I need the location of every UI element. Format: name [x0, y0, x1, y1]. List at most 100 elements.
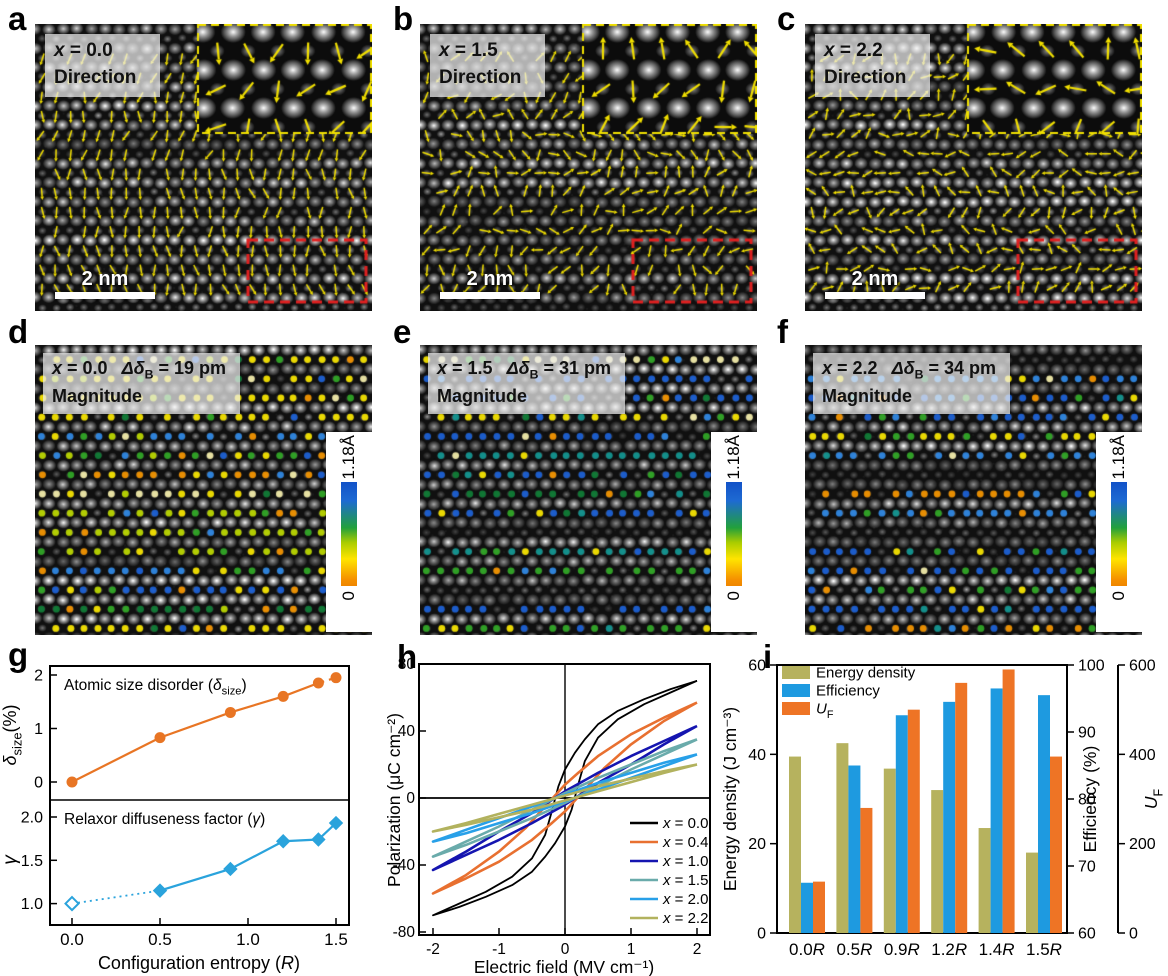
panel-e-label-box: x = 1.5 ΔδB = 31 pm Magnitude — [428, 353, 626, 414]
panel-h-chart: -2 -1 0 1 2 -80 -40 0 40 80 x = 0.0 x = 0.4 x = 1.0 x… — [384, 640, 780, 976]
h-ytick: -80 — [393, 924, 416, 941]
i-bar-uf — [955, 682, 968, 933]
i-category-label: 1.4R — [979, 940, 1015, 959]
i-legend-label: Efficiency — [816, 683, 880, 700]
i-bar-uf — [1002, 669, 1015, 933]
h-ytick: 40 — [398, 723, 416, 740]
h-ytick: -40 — [393, 857, 416, 874]
panel-i-chart: 0 20 40 60 60 70 80 90 100 0 200 400 600 Energy densi… — [720, 640, 1168, 976]
i-bar-energy-density — [883, 768, 896, 933]
panel-letter-e: e — [393, 313, 412, 350]
colorbar-min-label: 0 — [339, 591, 358, 601]
panel-e-colorbar: 1.18Å 0 — [711, 432, 757, 632]
panel-f-stem-image: x = 2.2 ΔδB = 34 pm Magnitude 1.18Å 0 — [805, 345, 1142, 635]
h-xtick: 1 — [627, 941, 636, 958]
i-category-label: 0.5R — [836, 940, 872, 959]
i-bar-efficiency — [801, 882, 813, 933]
x-symbol: x — [822, 358, 833, 378]
i-left-ytick: 20 — [748, 836, 766, 853]
g-xtick: 1.0 — [236, 930, 260, 949]
i-bar-uf — [1050, 756, 1062, 933]
i-category-label: 1.2R — [931, 940, 967, 959]
panel-letter-i: i — [763, 638, 773, 675]
i-legend-label: Energy density — [816, 665, 916, 682]
g-top-ylabel: δsize(%) — [0, 704, 24, 765]
i-bar-uf — [860, 807, 873, 933]
h-legend-label: x = 1.5 — [662, 872, 708, 889]
panel-e-stem-image: x = 1.5 ΔδB = 31 pm Magnitude 1.18Å 0 — [420, 345, 757, 635]
i-left-axis-label: Energy density (J cm⁻³) — [720, 707, 740, 891]
i-left-ytick: 0 — [757, 926, 766, 943]
i-bar-energy-density — [1026, 852, 1038, 933]
i-bar-energy-density — [978, 828, 991, 933]
g-xtick: 0.0 — [60, 930, 84, 949]
chart-i-svg: 0 20 40 60 60 70 80 90 100 0 200 400 600 Energy densi… — [720, 658, 1165, 960]
i-bar-energy-density — [836, 743, 849, 933]
g-bottom-title: Relaxor diffuseness factor (γ) — [64, 811, 265, 828]
panel-c-scalebar: 2 nm — [825, 268, 925, 299]
x-symbol: x — [824, 40, 835, 61]
x-symbol: x — [54, 40, 65, 61]
i-category-label: 0.0R — [789, 940, 825, 959]
panel-letter-d: d — [8, 313, 29, 350]
panel-letter-h: h — [397, 638, 418, 675]
panel-b-scalebar: 2 nm — [440, 268, 540, 299]
g-top-ytick: 1 — [34, 721, 43, 738]
i-farright-ytick: 400 — [1129, 747, 1156, 764]
i-right-ytick: 60 — [1078, 926, 1096, 943]
x-symbol: x — [439, 40, 450, 61]
map-type-label: Magnitude — [822, 385, 912, 406]
panel-c-stem-image: x = 2.2 Direction 2 nm — [805, 24, 1142, 311]
i-bar-efficiency — [990, 688, 1003, 933]
panel-letter-f: f — [777, 313, 788, 350]
i-bar-uf — [907, 709, 920, 933]
h-legend-label: x = 0.4 — [662, 834, 708, 851]
i-bar-efficiency — [943, 701, 956, 933]
i-right-ytick: 90 — [1078, 725, 1096, 742]
scalebar-bar — [825, 292, 925, 299]
g-bottom-ytick: 1.5 — [21, 853, 43, 870]
h-legend-label: x = 0.0 — [662, 815, 708, 832]
g-xtick: 1.5 — [324, 930, 348, 949]
panel-letter-c: c — [777, 0, 796, 37]
h-xtick: -1 — [492, 941, 506, 958]
x-symbol: x — [437, 358, 448, 378]
delta-symbol: Δδ — [891, 358, 915, 378]
map-type-label: Direction — [824, 66, 907, 88]
h-legend-label: x = 2.2 — [662, 910, 708, 927]
i-bar-efficiency — [895, 715, 908, 933]
scalebar-bar — [440, 292, 540, 299]
chart-h-svg: -2 -1 0 1 2 -80 -40 0 40 80 x = 0.0 x = 0.4 x = 1.0 x… — [384, 656, 711, 976]
colorbar-max-label: 1.18Å — [339, 435, 358, 480]
i-bar-energy-density — [931, 790, 944, 933]
h-yaxis-label: Polarization (μC cm⁻²) — [384, 713, 404, 887]
h-xtick: 0 — [561, 941, 570, 958]
g-xaxis-label: Configuration entropy (R) — [98, 953, 300, 973]
colorbar-gradient — [1111, 482, 1127, 587]
panel-b-stem-image: x = 1.5 Direction 2 nm — [420, 24, 757, 311]
panel-a-scalebar: 2 nm — [55, 268, 155, 299]
scalebar-bar — [55, 292, 155, 299]
panel-g-chart: 0 1 2 1.0 1.5 2.0 0.0 0.5 1.0 1.5 Configuration en… — [0, 640, 390, 976]
g-bottom-ytick: 2.0 — [21, 810, 43, 827]
i-right-ytick: 80 — [1078, 792, 1096, 809]
i-bar-efficiency — [1038, 695, 1050, 933]
panel-a-label-box: x = 0.0 Direction — [45, 34, 161, 98]
i-right-ytick: 100 — [1078, 658, 1105, 675]
g-top-title: Atomic size disorder (δsize) — [64, 677, 247, 698]
g-top-ytick: 2 — [34, 668, 43, 685]
map-type-label: Direction — [439, 66, 522, 88]
i-legend-label: UF — [816, 701, 834, 722]
i-right-axis-label: Efficiency (%) — [1080, 746, 1100, 853]
i-category-label: 0.9R — [884, 940, 920, 959]
i-category-label: 1.5R — [1026, 940, 1062, 959]
chart-g-svg: 0 1 2 1.0 1.5 2.0 0.0 0.5 1.0 1.5 Configuration en… — [0, 665, 350, 973]
i-farright-ytick: 200 — [1129, 836, 1156, 853]
h-xtick: 2 — [693, 941, 702, 958]
map-type-label: Magnitude — [52, 385, 142, 406]
i-bar-uf — [813, 881, 825, 933]
h-ytick: 0 — [406, 790, 415, 807]
panel-letter-g: g — [8, 636, 29, 673]
panel-c-label-box: x = 2.2 Direction — [815, 34, 931, 98]
